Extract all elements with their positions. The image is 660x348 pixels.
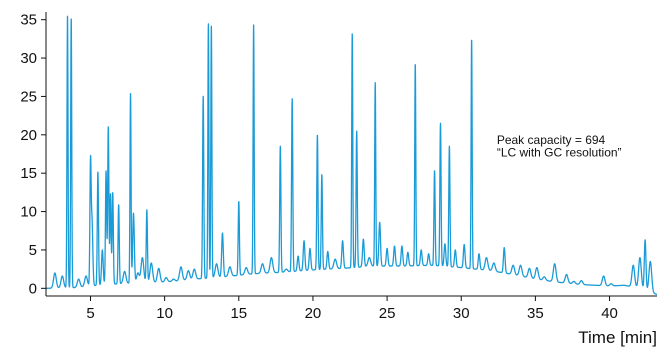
plot-area <box>45 15 658 296</box>
peak-capacity-annotation: Peak capacity = 694 <box>497 133 606 147</box>
y-tick-label: 20 <box>20 127 37 144</box>
y-tick-label: 10 <box>20 204 37 221</box>
y-tick-label: 25 <box>20 88 37 105</box>
x-tick-label: 40 <box>601 305 618 322</box>
x-tick-label: 10 <box>156 305 173 322</box>
x-tick-label: 25 <box>379 305 396 322</box>
x-axis-ticks: 5 10 15 20 25 30 35 40 <box>86 296 618 322</box>
y-tick-label: 15 <box>20 165 37 182</box>
y-tick-label: 0 <box>29 280 37 297</box>
y-tick-label: 5 <box>29 242 37 259</box>
x-tick-label: 35 <box>527 305 544 322</box>
x-tick-label: 20 <box>305 305 322 322</box>
y-tick-label: 30 <box>20 50 37 67</box>
x-tick-label: 15 <box>230 305 247 322</box>
x-tick-label: 5 <box>86 305 94 322</box>
y-tick-label: 35 <box>20 12 37 29</box>
x-axis-title: Time [min] <box>578 328 657 347</box>
resolution-annotation: “LC with GC resolution” <box>497 145 622 159</box>
y-axis-ticks: 0 5 10 15 20 25 30 35 <box>20 12 46 297</box>
x-tick-label: 30 <box>453 305 470 322</box>
chromatogram-trace <box>45 15 658 296</box>
